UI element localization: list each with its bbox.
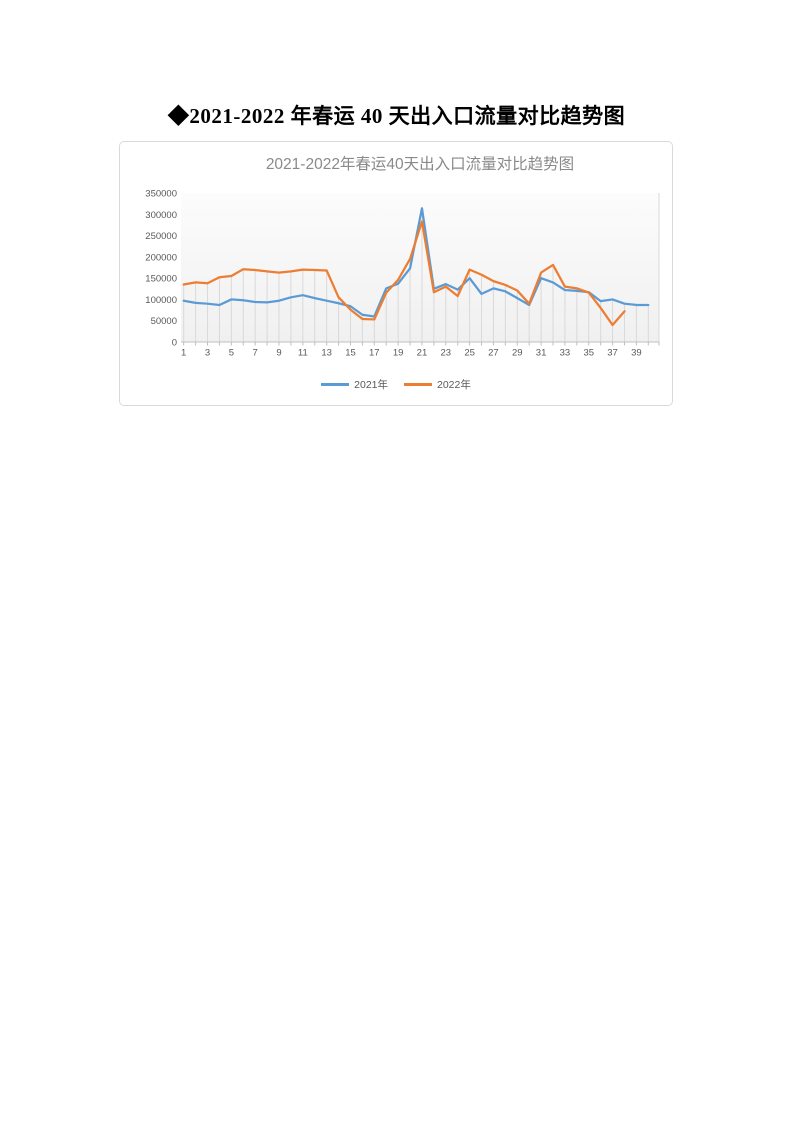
y-tick-label: 100000 (145, 295, 177, 306)
x-tick-label: 13 (321, 348, 332, 359)
y-tick-label: 50000 (151, 316, 177, 327)
x-tick-label: 19 (393, 348, 404, 359)
x-tick-label: 25 (464, 348, 475, 359)
chart-plot-area: 1 3 5 7 9 11 13 15 17 19 21 23 25 27 29 31 33 35 37 3905000… (145, 189, 660, 359)
document-title: ◆2021-2022 年春运 40 天出入口流量对比趋势图 (167, 104, 626, 128)
legend-line-swatch-2021 (321, 383, 350, 386)
x-tick-label: 33 (560, 348, 571, 359)
legend-label-2022: 2022年 (437, 379, 471, 391)
y-tick-label: 150000 (145, 274, 177, 285)
x-tick-label: 3 (205, 348, 210, 359)
legend-item-2022: 2022年 (404, 377, 471, 392)
x-tick-label: 29 (512, 348, 523, 359)
x-tick-label: 39 (631, 348, 642, 359)
legend-label-2021: 2021年 (354, 379, 388, 391)
y-tick-label: 0 (172, 338, 177, 349)
chart-legend: 2021年 2022年 (120, 377, 672, 392)
x-tick-label: 9 (276, 348, 281, 359)
chart-title: 2021-2022年春运40天出入口流量对比趋势图 (265, 156, 575, 173)
legend-line-swatch-2022 (404, 383, 432, 386)
legend-item-2021: 2021年 (321, 377, 388, 392)
y-tick-label: 350000 (145, 189, 177, 200)
x-tick-label: 5 (229, 348, 234, 359)
series-line-2022年 (182, 220, 626, 327)
x-tick-label: 35 (583, 348, 594, 359)
x-tick-label: 31 (536, 348, 547, 359)
x-tick-label: 1 (181, 348, 186, 359)
x-tick-label: 7 (253, 348, 258, 359)
x-tick-label: 37 (607, 348, 618, 359)
x-tick-label: 17 (369, 348, 380, 359)
embedded-chart[interactable]: 1 3 5 7 9 11 13 15 17 19 21 23 25 27 29 31 33 35 37 39 0 5000… (119, 141, 673, 406)
x-tick-label: 15 (345, 348, 356, 359)
x-tick-label: 23 (440, 348, 451, 359)
x-tick-label: 27 (488, 348, 499, 359)
y-tick-label: 300000 (145, 210, 177, 221)
y-tick-label: 250000 (145, 231, 177, 242)
y-tick-label: 200000 (145, 252, 177, 263)
x-tick-label: 11 (298, 348, 308, 359)
x-tick-label: 21 (417, 348, 428, 359)
